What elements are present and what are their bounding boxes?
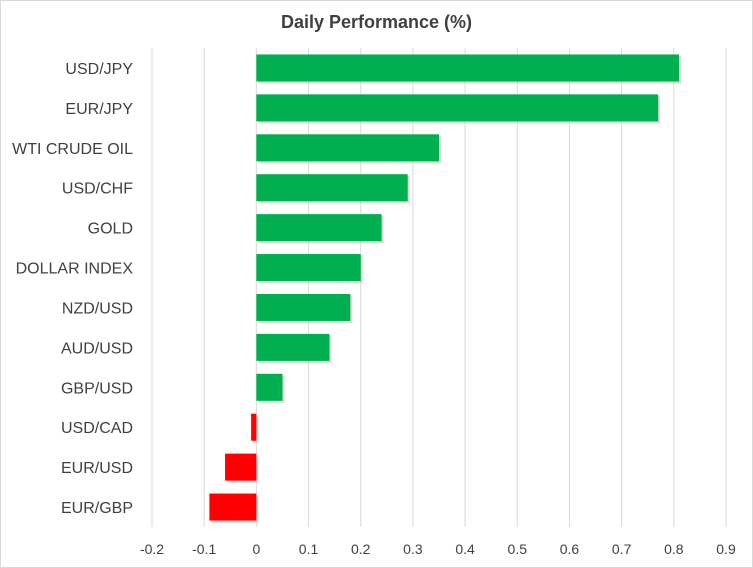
bar xyxy=(209,493,257,521)
category-label: NZD/USD xyxy=(62,300,133,317)
category-label: GBP/USD xyxy=(61,380,133,397)
x-tick-label: 0.4 xyxy=(455,541,475,557)
x-tick-label: 0.1 xyxy=(299,541,319,557)
category-label: AUD/USD xyxy=(61,340,133,357)
category-label: USD/CHF xyxy=(62,181,133,198)
bar xyxy=(256,214,382,242)
category-label: DOLLAR INDEX xyxy=(16,261,134,278)
x-tick-label: 0.5 xyxy=(508,541,528,557)
x-tick-label: 0.3 xyxy=(403,541,423,557)
category-label: EUR/USD xyxy=(61,460,133,477)
category-label: USD/CAD xyxy=(61,420,133,437)
x-tick-label: 0.6 xyxy=(560,541,580,557)
bar xyxy=(225,453,257,481)
bar xyxy=(256,293,351,321)
bar xyxy=(251,413,257,441)
x-tick-label: 0 xyxy=(252,541,260,557)
category-label: EUR/GBP xyxy=(61,500,133,517)
bar xyxy=(256,333,330,361)
category-label: EUR/JPY xyxy=(65,101,133,118)
bar xyxy=(256,373,283,401)
x-tick-label: 0.7 xyxy=(612,541,632,557)
bar xyxy=(256,174,408,202)
x-tick-label: -0.1 xyxy=(192,541,216,557)
category-label: WTI CRUDE OIL xyxy=(12,141,133,158)
x-tick-label: 0.9 xyxy=(716,541,736,557)
x-tick-label: 0.8 xyxy=(664,541,684,557)
category-label: GOLD xyxy=(88,221,133,238)
bar xyxy=(256,94,659,122)
bar xyxy=(256,54,680,82)
bar xyxy=(256,134,439,162)
chart-title: Daily Performance (%) xyxy=(280,12,473,32)
x-tick-label: 0.2 xyxy=(351,541,371,557)
category-label: USD/JPY xyxy=(65,61,133,78)
bar xyxy=(256,254,361,282)
x-tick-label: -0.2 xyxy=(140,541,164,557)
